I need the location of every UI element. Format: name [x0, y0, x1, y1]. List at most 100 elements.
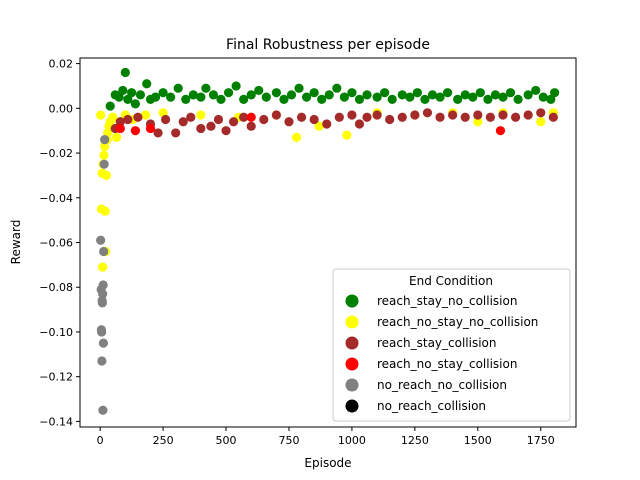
data-point — [294, 83, 304, 93]
y-tick-label: 0.02 — [49, 58, 74, 71]
data-point — [181, 94, 191, 104]
data-point — [120, 67, 130, 78]
data-point — [123, 114, 133, 125]
x-tick-label: 750 — [278, 434, 299, 447]
data-point — [296, 112, 307, 122]
data-point — [317, 94, 327, 104]
data-point — [435, 92, 445, 102]
y-tick-label: −0.02 — [39, 147, 73, 160]
series-reach-stay-collision — [110, 108, 558, 138]
data-point — [208, 90, 219, 100]
data-point — [490, 90, 501, 100]
data-point — [108, 112, 118, 122]
data-point — [334, 112, 344, 122]
data-point — [523, 90, 533, 100]
data-point — [254, 85, 264, 96]
legend-label: reach_no_stay_collision — [377, 357, 517, 371]
data-point — [196, 92, 206, 102]
data-point — [166, 92, 176, 102]
data-point — [538, 92, 548, 102]
data-point — [427, 90, 438, 100]
data-point — [495, 126, 506, 136]
x-tick-label: 1000 — [338, 434, 366, 447]
data-point — [135, 90, 146, 100]
data-point — [105, 101, 115, 111]
x-tick-label: 1250 — [401, 434, 429, 447]
data-point — [354, 119, 365, 129]
data-point — [347, 110, 357, 120]
data-point — [397, 90, 407, 100]
legend: End Condition reach_stay_no_collisionrea… — [332, 268, 571, 422]
legend-label: no_reach_collision — [377, 399, 486, 413]
data-point — [412, 88, 422, 98]
data-point — [239, 94, 249, 104]
data-point — [435, 112, 445, 122]
legend-marker — [345, 315, 359, 329]
y-tick-label: −0.04 — [39, 192, 73, 205]
data-point — [271, 110, 281, 120]
data-point — [161, 114, 171, 125]
data-point — [97, 327, 107, 337]
data-point — [397, 112, 407, 122]
data-points — [96, 67, 560, 415]
data-point — [201, 83, 211, 93]
data-point — [347, 88, 357, 98]
data-point — [259, 114, 269, 125]
data-point — [196, 110, 206, 120]
data-point — [453, 94, 463, 104]
data-point — [372, 110, 382, 120]
data-point — [342, 130, 352, 140]
data-point — [380, 88, 390, 98]
data-point — [246, 112, 256, 122]
data-point — [286, 90, 297, 100]
x-tick-label: 1750 — [527, 434, 555, 447]
data-point — [127, 88, 137, 98]
y-axis-label: Reward — [9, 220, 23, 265]
data-point — [123, 94, 133, 104]
data-point — [546, 94, 556, 104]
data-point — [98, 289, 108, 299]
data-point — [385, 114, 395, 125]
legend-label: reach_no_stay_no_collision — [377, 315, 538, 329]
data-point — [246, 90, 256, 100]
data-point — [173, 83, 183, 93]
data-point — [114, 92, 124, 102]
data-point — [362, 90, 372, 100]
data-point — [483, 94, 493, 104]
data-point — [261, 92, 271, 102]
data-point — [98, 405, 108, 415]
data-point — [99, 150, 109, 160]
data-point — [410, 110, 420, 120]
data-point — [460, 90, 470, 100]
data-point — [309, 114, 319, 125]
x-tick-label: 1500 — [464, 434, 492, 447]
data-point — [196, 123, 206, 134]
data-point — [115, 123, 125, 134]
data-point — [101, 170, 112, 181]
legend-marker — [345, 357, 359, 371]
data-point — [536, 117, 546, 127]
data-point — [231, 81, 241, 91]
chart-title: Final Robustness per episode — [226, 37, 430, 53]
data-point — [498, 92, 508, 102]
x-axis-label: Episode — [304, 456, 351, 470]
legend-title: End Condition — [409, 274, 493, 288]
data-point — [111, 132, 122, 142]
data-point — [309, 88, 319, 98]
data-point — [548, 112, 558, 122]
data-point — [142, 79, 152, 89]
series-reach-stay-no-collision — [105, 67, 560, 111]
data-point — [468, 92, 478, 102]
data-point — [339, 92, 349, 102]
y-tick-label: −0.12 — [39, 371, 73, 384]
data-point — [150, 92, 161, 102]
data-point — [510, 112, 521, 122]
axis-ticks: 0 250 500 750 1000 1250 1500 1750 −0.14 −0.12 −0.1… — [39, 58, 554, 447]
data-point — [271, 88, 281, 98]
y-tick-label: −0.08 — [39, 281, 73, 294]
data-point — [387, 94, 397, 104]
data-point — [498, 110, 508, 120]
data-point — [523, 110, 533, 120]
series-reach-no-stay-collision — [115, 112, 506, 136]
